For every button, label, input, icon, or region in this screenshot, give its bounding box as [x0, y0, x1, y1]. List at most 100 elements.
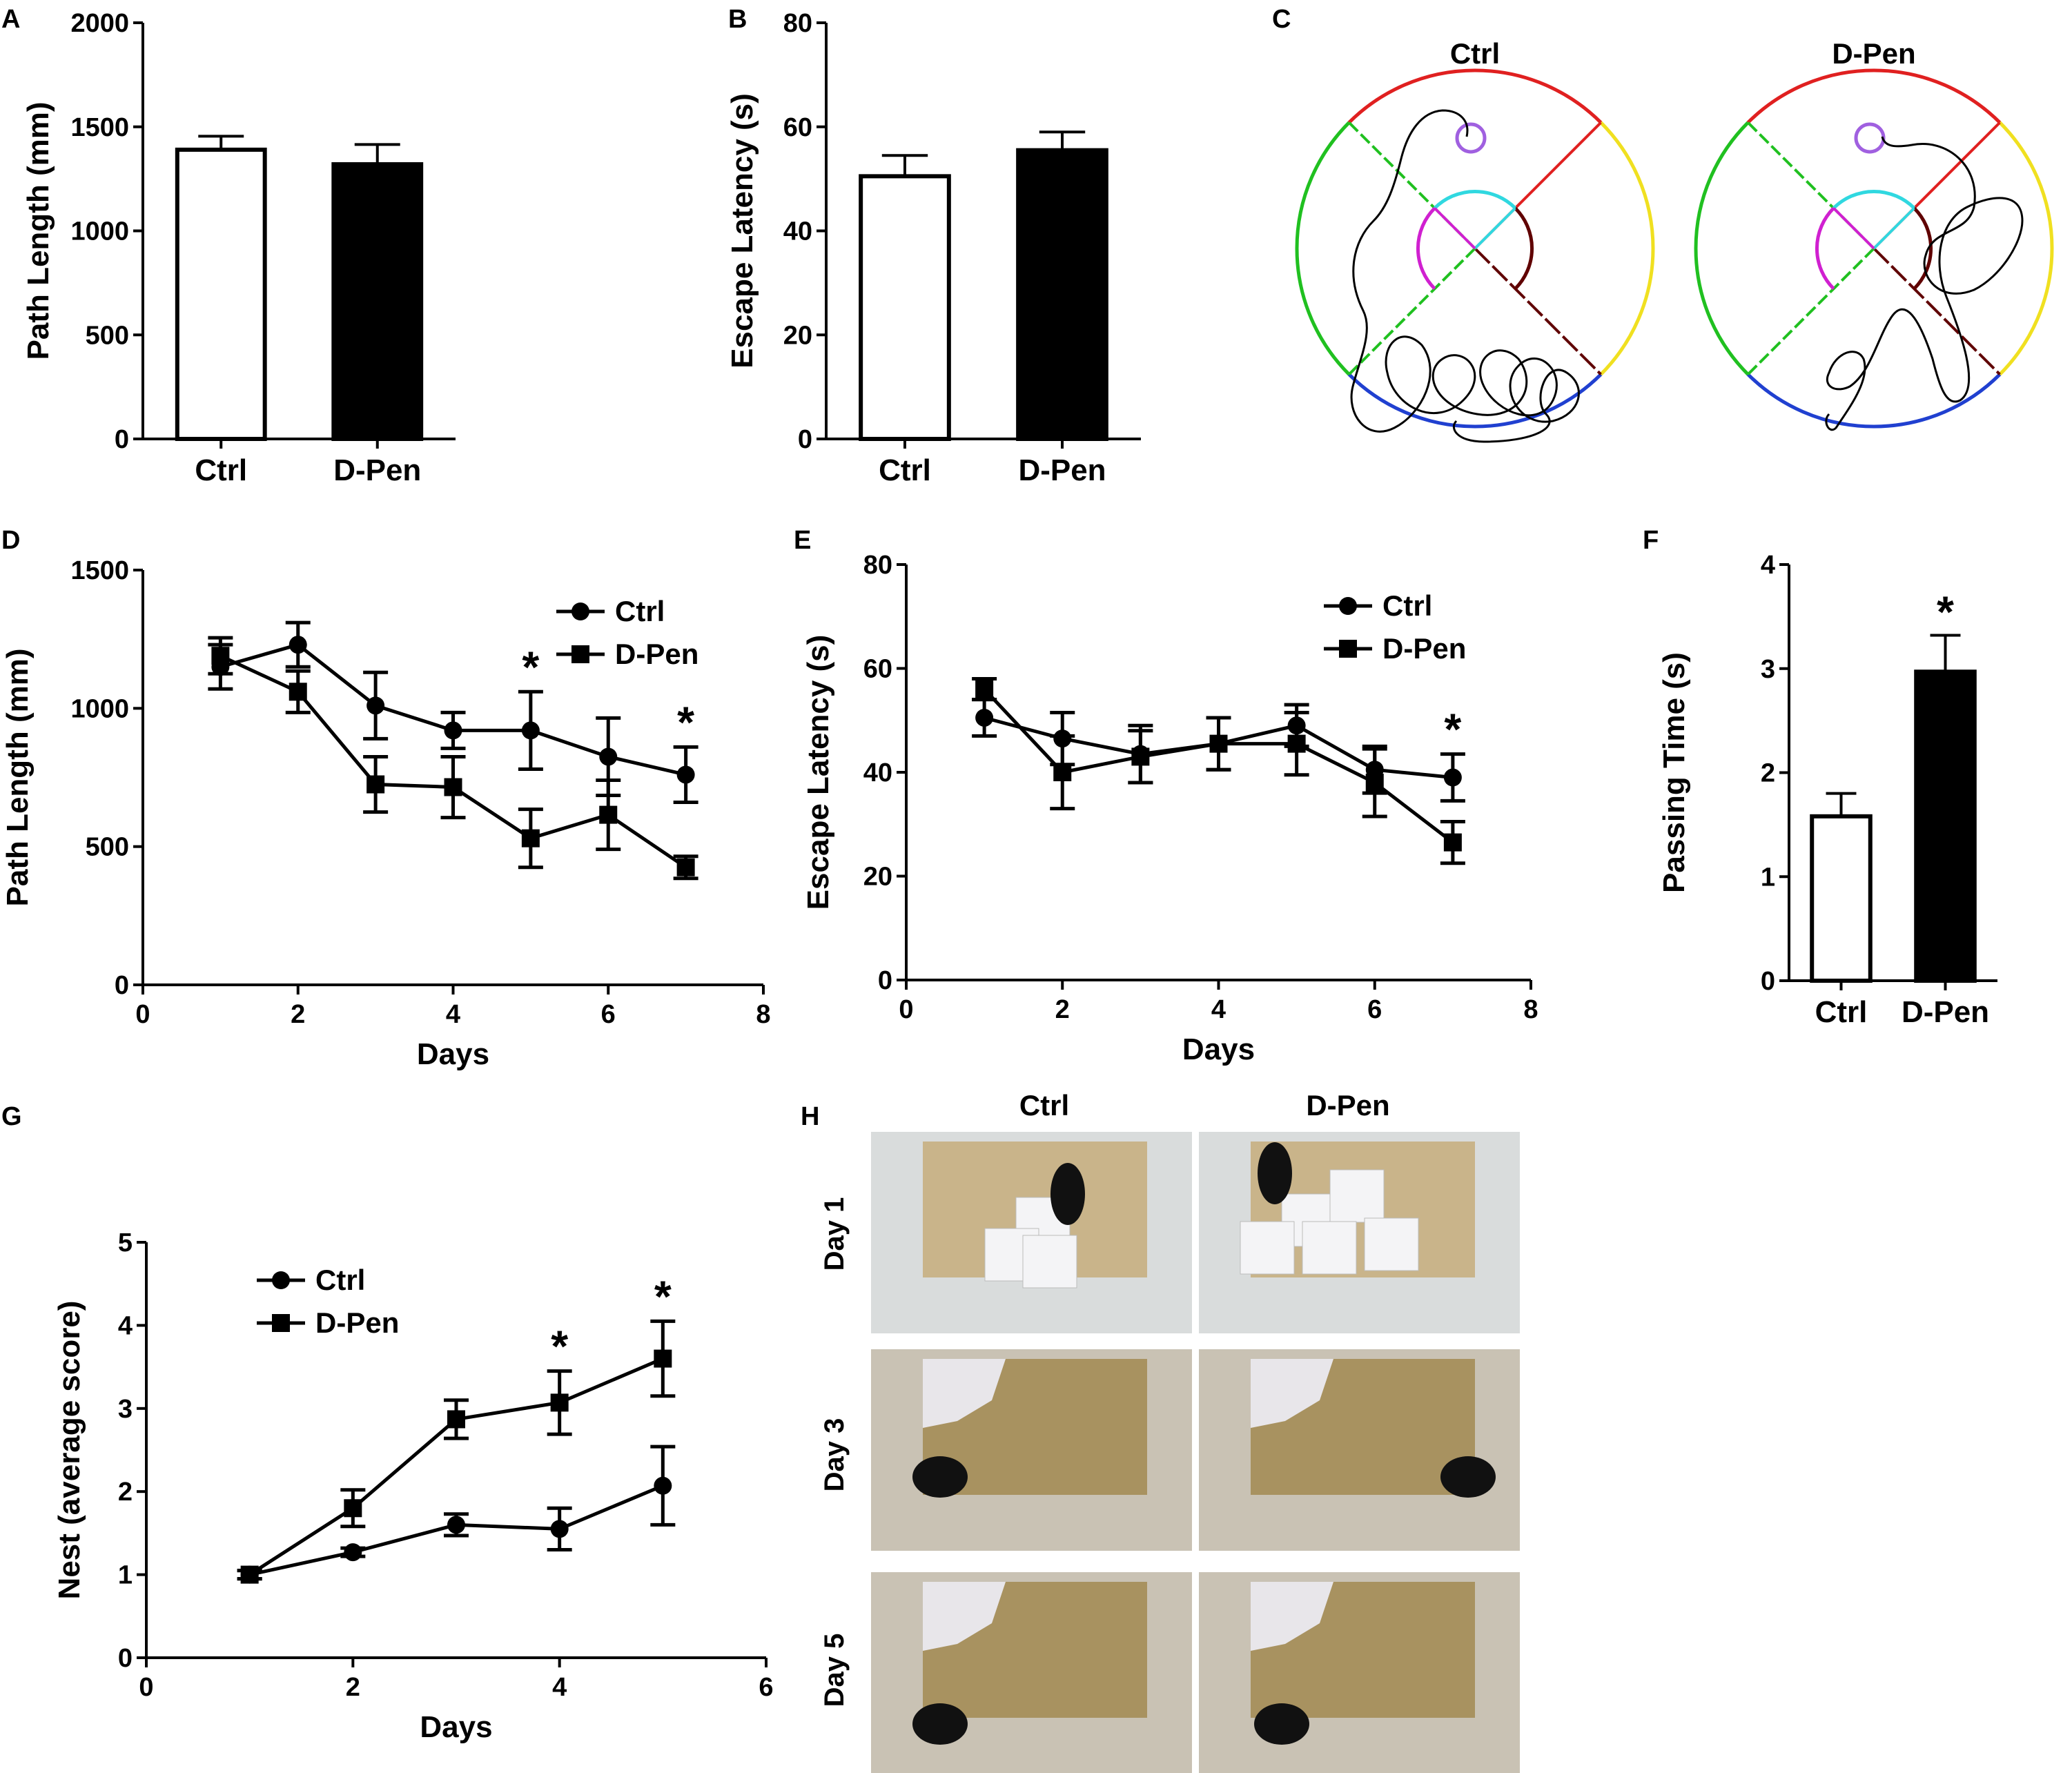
maze-inner-arc-top [1832, 189, 1916, 210]
y-axis-title: Escape Latency (s) [725, 93, 759, 369]
data-point-d-pen [366, 775, 385, 794]
y-tick-label: 20 [863, 863, 892, 892]
maze-quadrant-north [1746, 68, 2002, 124]
mouse [1050, 1163, 1085, 1225]
photo-row-day5: Day 5 [819, 1634, 850, 1707]
legend-marker-circle [272, 1271, 290, 1289]
nestlet-paper [1240, 1221, 1295, 1275]
y-tick-label: 1 [1761, 863, 1775, 892]
legend-label-ctrl: Ctrl [315, 1264, 365, 1296]
data-point-d-pen [344, 1499, 362, 1518]
significance-star: * [522, 642, 539, 692]
y-tick-label: 4 [118, 1311, 133, 1340]
photo-column-dpen: D-Pen [1306, 1089, 1389, 1121]
x-tick-label: 6 [759, 1673, 773, 1702]
mouse [1254, 1703, 1309, 1745]
data-point-ctrl [676, 765, 695, 784]
x-tick-label: D-Pen [1902, 995, 1989, 1029]
bar-ctrl [1810, 814, 1873, 983]
y-axis-title: Path Length (mm) [21, 102, 55, 360]
photo-column-ctrl: Ctrl [1019, 1089, 1069, 1121]
chart-d-path-length-line: 0 2 4 6 8 Days 0 500 1000 1500 Path Length (mm) * * C… [1, 556, 771, 1071]
maze-divider [1348, 121, 1476, 250]
nestlet-paper [1329, 1169, 1385, 1223]
mouse [912, 1703, 968, 1745]
significance-star: * [654, 1271, 672, 1321]
y-tick-label: 40 [863, 758, 892, 787]
data-point-ctrl [447, 1516, 465, 1534]
chart-e-escape-latency-line: 0 2 4 6 8 Days 0 20 40 60 80 Escape Latency (s) * Ctr… [801, 551, 1538, 1066]
maze-quadrant-east [1998, 121, 2054, 376]
y-tick-label: 1 [118, 1561, 133, 1590]
panel-label-F: F [1643, 526, 1659, 555]
data-point-ctrl [289, 636, 307, 654]
mouse [1440, 1456, 1496, 1498]
y-tick-label: 1500 [70, 556, 129, 585]
legend-label-d-pen: D-Pen [1382, 632, 1466, 665]
x-axis-title: Days [417, 1037, 489, 1071]
bar-d-pen [1914, 669, 1977, 983]
legend-marker-square [272, 1314, 290, 1332]
maze-dpen [1694, 68, 2054, 429]
x-tick-label: 0 [899, 995, 913, 1024]
shredded-nest [923, 1359, 1006, 1428]
chart-g-nest-score-line: 0 2 4 6 Days 0 1 2 3 4 5 Nest (average score) * * Ctrl… [52, 1228, 774, 1744]
x-axis-title: Days [1182, 1032, 1255, 1066]
x-tick-label: 4 [1211, 995, 1226, 1024]
data-point-d-pen [447, 1410, 465, 1429]
swim-path-ctrl [1350, 109, 1580, 443]
data-point-ctrl [366, 696, 385, 715]
significance-star: * [677, 697, 694, 747]
y-tick-label: 0 [118, 1644, 133, 1673]
data-point-ctrl [1443, 768, 1462, 787]
panel-c-swim-paths: Ctrl D-Pen [1295, 37, 2054, 443]
data-point-d-pen [521, 829, 540, 848]
bar-ctrl [859, 174, 951, 441]
y-axis-title: Escape Latency (s) [801, 635, 835, 910]
y-tick-label: 1000 [70, 217, 129, 246]
nestlet-paper [1022, 1235, 1077, 1289]
y-tick-label: 3 [1761, 655, 1775, 684]
data-point-d-pen [599, 805, 618, 824]
y-tick-label: 500 [86, 321, 129, 350]
x-tick-label: Ctrl [1815, 995, 1868, 1029]
data-point-d-pen [240, 1565, 259, 1584]
maze-inner-arc-left [1815, 206, 1835, 291]
data-point-d-pen [550, 1393, 569, 1412]
x-tick-label: 0 [139, 1673, 153, 1702]
y-tick-label: 0 [878, 966, 892, 995]
maze-title-dpen: D-Pen [1832, 37, 1915, 70]
y-tick-label: 0 [1761, 967, 1775, 996]
maze-divider [1348, 247, 1476, 375]
data-point-d-pen [1209, 734, 1228, 753]
data-point-ctrl [599, 747, 618, 766]
y-tick-label: 0 [115, 425, 129, 454]
chart-b-escape-latency-bar: Ctrl D-Pen 0 20 40 60 80 Escape Latency (s) [725, 9, 1141, 487]
x-tick-label: 6 [601, 1000, 616, 1029]
panel-label-D: D [1, 526, 20, 555]
x-axis-title: Days [420, 1710, 492, 1744]
data-point-d-pen [444, 778, 462, 796]
shredded-nest [923, 1582, 1006, 1651]
y-tick-label: 80 [863, 551, 892, 580]
x-tick-label: Ctrl [879, 453, 931, 487]
y-tick-label: 4 [1761, 551, 1775, 580]
x-tick-label: 6 [1367, 995, 1382, 1024]
panel-label-A: A [1, 5, 20, 34]
maze-quadrant-west [1295, 121, 1351, 376]
maze-quadrant-south [1746, 373, 2002, 429]
panel-letters: A B C D E F G H [1, 5, 1659, 1131]
y-tick-label: 0 [798, 425, 812, 454]
maze-divider [1747, 247, 1875, 375]
legend-marker-circle [571, 603, 589, 620]
y-axis-title: Nest (average score) [52, 1301, 86, 1600]
legend-label-d-pen: D-Pen [615, 638, 698, 670]
maze-quadrant-south [1347, 373, 1603, 429]
y-tick-label: 1500 [70, 113, 129, 142]
maze-inner-divider [1832, 207, 1875, 250]
x-tick-label: D-Pen [333, 453, 421, 487]
mouse [1258, 1142, 1292, 1204]
legend-label-d-pen: D-Pen [315, 1306, 399, 1339]
data-point-d-pen [289, 683, 307, 701]
